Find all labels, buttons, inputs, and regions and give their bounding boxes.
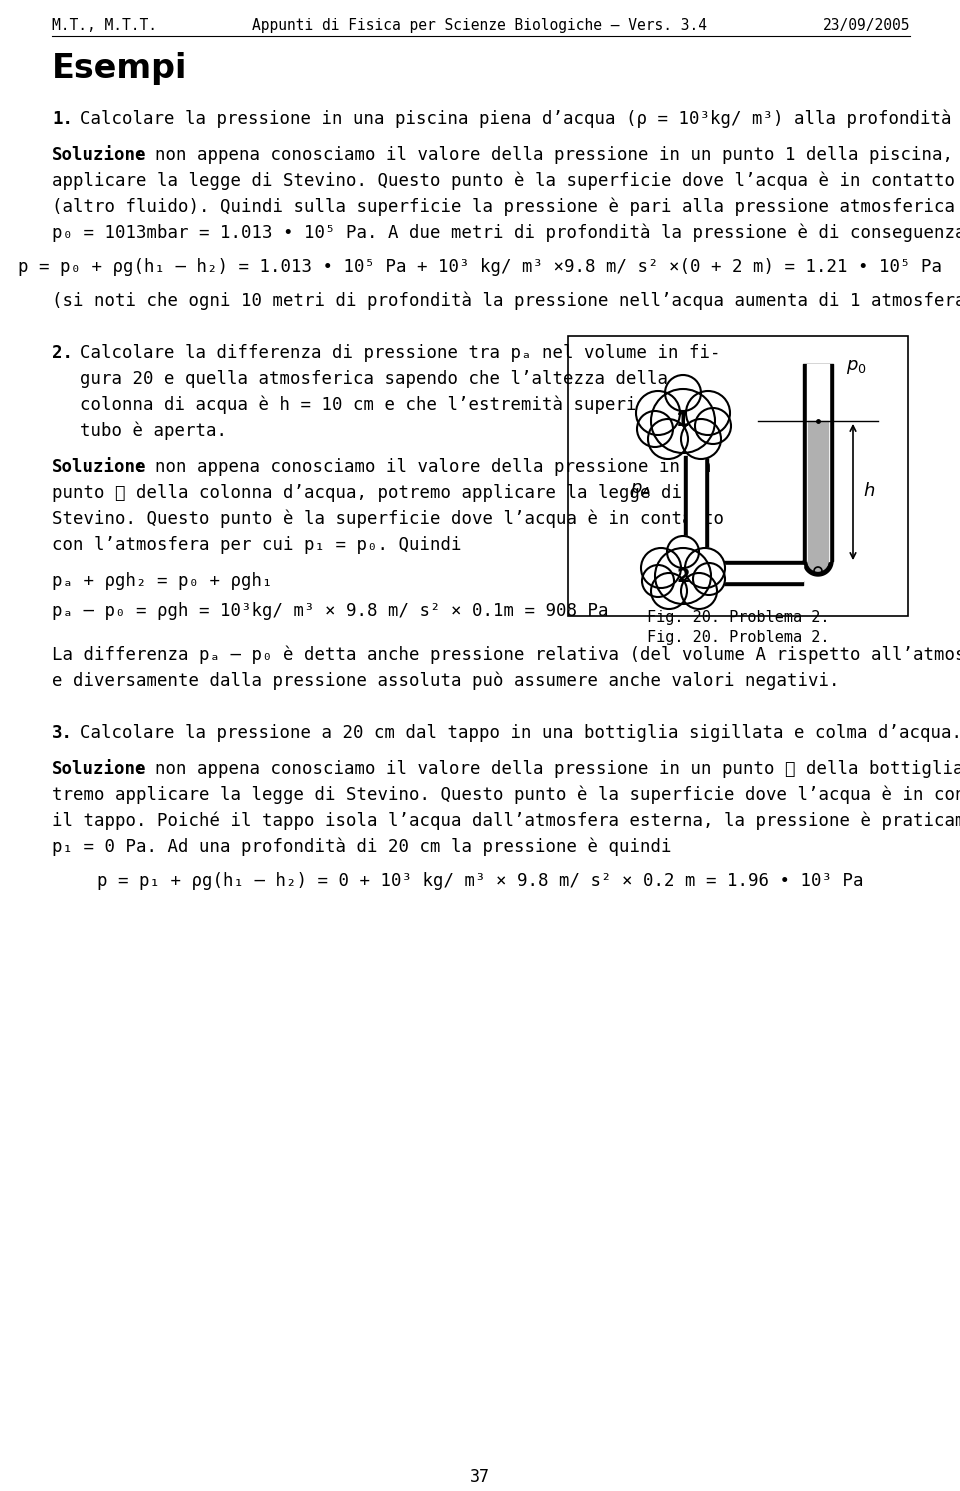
Circle shape bbox=[665, 376, 701, 412]
Text: applicare la legge di Stevino. Questo punto è la superficie dove l’acqua è in co: applicare la legge di Stevino. Questo pu… bbox=[52, 171, 960, 191]
Text: La differenza pₐ – p₀ è detta anche pressione relativa (del volume A rispetto al: La differenza pₐ – p₀ è detta anche pres… bbox=[52, 646, 960, 665]
Text: con l’atmosfera per cui p₁ = p₀. Quindi: con l’atmosfera per cui p₁ = p₀. Quindi bbox=[52, 535, 462, 555]
Circle shape bbox=[686, 391, 730, 435]
Text: (si noti che ogni 10 metri di profondità la pressione nell’acqua aumenta di 1 at: (si noti che ogni 10 metri di profondità… bbox=[52, 292, 960, 310]
Text: Calcolare la differenza di pressione tra pₐ nel volume in fi-: Calcolare la differenza di pressione tra… bbox=[80, 344, 721, 362]
Text: 1: 1 bbox=[676, 412, 690, 431]
Text: 2: 2 bbox=[676, 567, 690, 586]
Text: 2.: 2. bbox=[52, 344, 73, 362]
Circle shape bbox=[681, 573, 717, 608]
Text: Fig. 20. Problema 2.: Fig. 20. Problema 2. bbox=[647, 610, 829, 625]
Text: Calcolare la pressione in una piscina piena d’acqua (ρ = 10³kg/ m³) alla profond: Calcolare la pressione in una piscina pi… bbox=[80, 110, 960, 128]
Text: 23/09/2005: 23/09/2005 bbox=[823, 18, 910, 33]
Circle shape bbox=[681, 419, 721, 459]
Text: gura 20 e quella atmosferica sapendo che l’altezza della: gura 20 e quella atmosferica sapendo che… bbox=[80, 370, 668, 388]
Text: Appunti di Fisica per Scienze Biologiche – Vers. 3.4: Appunti di Fisica per Scienze Biologiche… bbox=[252, 18, 708, 33]
Circle shape bbox=[636, 391, 680, 435]
Circle shape bbox=[655, 549, 711, 604]
Circle shape bbox=[693, 564, 725, 595]
Text: pₐ + ρgh₂ = p₀ + ρgh₁: pₐ + ρgh₂ = p₀ + ρgh₁ bbox=[52, 573, 273, 590]
Text: : non appena conosciamo il valore della pressione in un punto ① della bottiglia,: : non appena conosciamo il valore della … bbox=[134, 760, 960, 778]
Text: 37: 37 bbox=[470, 1469, 490, 1487]
Text: tubo è aperta.: tubo è aperta. bbox=[80, 422, 227, 440]
Text: tremo applicare la legge di Stevino. Questo punto è la superficie dove l’acqua è: tremo applicare la legge di Stevino. Que… bbox=[52, 786, 960, 805]
Circle shape bbox=[695, 409, 731, 444]
Text: il tappo. Poiché il tappo isola l’acqua dall’atmosfera esterna, la pressione è p: il tappo. Poiché il tappo isola l’acqua … bbox=[52, 813, 960, 830]
Text: punto ① della colonna d’acqua, potremo applicare la legge di: punto ① della colonna d’acqua, potremo a… bbox=[52, 485, 682, 502]
Circle shape bbox=[685, 549, 725, 587]
Text: 3.: 3. bbox=[52, 725, 73, 743]
Text: (altro fluido). Quindi sulla superficie la pressione è pari alla pressione atmos: (altro fluido). Quindi sulla superficie … bbox=[52, 198, 955, 216]
Text: 1.: 1. bbox=[52, 110, 73, 128]
Polygon shape bbox=[803, 561, 833, 576]
Circle shape bbox=[641, 549, 681, 587]
Circle shape bbox=[642, 565, 674, 596]
Circle shape bbox=[651, 573, 687, 608]
Text: colonna di acqua è h = 10 cm e che l’estremità superiore del: colonna di acqua è h = 10 cm e che l’est… bbox=[80, 397, 710, 414]
Text: e diversamente dalla pressione assoluta può assumere anche valori negativi.: e diversamente dalla pressione assoluta … bbox=[52, 672, 839, 690]
Text: $p_A$: $p_A$ bbox=[630, 482, 651, 499]
Text: Soluzione: Soluzione bbox=[52, 458, 147, 476]
Text: p₁ = 0 Pa. Ad una profondità di 20 cm la pressione è quindi: p₁ = 0 Pa. Ad una profondità di 20 cm la… bbox=[52, 838, 671, 856]
Text: p = p₀ + ρg(h₁ – h₂) = 1.013 • 10⁵ Pa + 10³ kg/ m³ ×9.8 m/ s² ×(0 + 2 m) = 1.21 : p = p₀ + ρg(h₁ – h₂) = 1.013 • 10⁵ Pa + … bbox=[18, 258, 942, 276]
Text: Soluzione: Soluzione bbox=[52, 146, 147, 164]
Text: p₀ = 1013mbar = 1.013 • 10⁵ Pa. A due metri di profondità la pressione è di cons: p₀ = 1013mbar = 1.013 • 10⁵ Pa. A due me… bbox=[52, 224, 960, 243]
Circle shape bbox=[637, 412, 673, 447]
Circle shape bbox=[667, 535, 699, 568]
Text: Esempi: Esempi bbox=[52, 52, 187, 85]
Text: : non appena conosciamo il valore della pressione in un: : non appena conosciamo il valore della … bbox=[134, 458, 711, 476]
Circle shape bbox=[651, 389, 715, 453]
Text: Fig. 20. Problema 2.: Fig. 20. Problema 2. bbox=[647, 631, 829, 646]
Polygon shape bbox=[808, 561, 828, 571]
Text: pₐ – p₀ = ρgh = 10³kg/ m³ × 9.8 m/ s² × 0.1m = 908 Pa: pₐ – p₀ = ρgh = 10³kg/ m³ × 9.8 m/ s² × … bbox=[52, 602, 609, 620]
Text: M.T., M.T.T.: M.T., M.T.T. bbox=[52, 18, 157, 33]
Text: Stevino. Questo punto è la superficie dove l’acqua è in contatto: Stevino. Questo punto è la superficie do… bbox=[52, 510, 724, 528]
Text: h: h bbox=[863, 482, 875, 499]
Text: Calcolare la pressione a 20 cm dal tappo in una bottiglia sigillata e colma d’ac: Calcolare la pressione a 20 cm dal tappo… bbox=[80, 725, 960, 743]
Text: Soluzione: Soluzione bbox=[52, 760, 147, 778]
Bar bbox=[568, 335, 908, 616]
Circle shape bbox=[648, 419, 688, 459]
Text: : non appena conosciamo il valore della pressione in un punto 1 della piscina, p: : non appena conosciamo il valore della … bbox=[134, 146, 960, 164]
Text: p = p₁ + ρg(h₁ – h₂) = 0 + 10³ kg/ m³ × 9.8 m/ s² × 0.2 m = 1.96 • 10³ Pa: p = p₁ + ρg(h₁ – h₂) = 0 + 10³ kg/ m³ × … bbox=[97, 872, 863, 890]
Text: $p_0$: $p_0$ bbox=[846, 358, 867, 376]
